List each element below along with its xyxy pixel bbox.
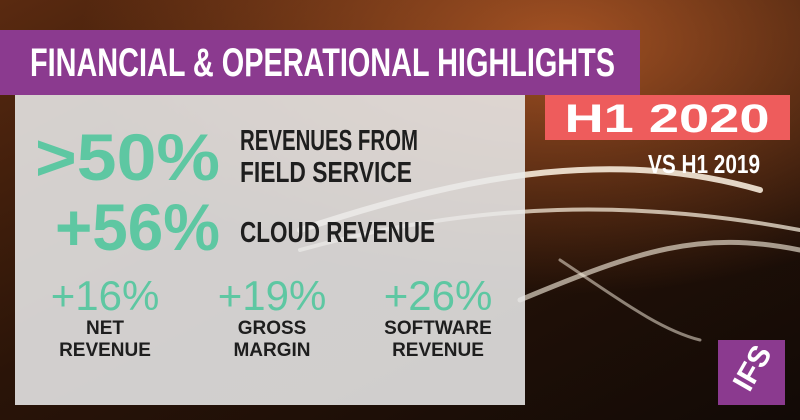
- metric-label: MARGIN: [233, 340, 310, 361]
- period-badge-text: H1 2020: [565, 97, 770, 141]
- metric-label: GROSS: [238, 318, 307, 339]
- metric-value: +19%: [218, 272, 327, 319]
- logo-box: [718, 340, 785, 405]
- metric-value: +16%: [51, 272, 160, 319]
- comparison: VS H1 2019: [648, 149, 760, 179]
- metric-label: REVENUE: [59, 340, 151, 361]
- metric-label: SOFTWARE: [384, 318, 492, 339]
- content-panel: [15, 95, 525, 405]
- highlight-label: FIELD SERVICE: [240, 157, 412, 189]
- metric-value: +26%: [384, 272, 493, 319]
- title-bar: [0, 30, 640, 95]
- metric-label: NET: [86, 318, 124, 339]
- highlight-label: REVENUES FROM: [240, 125, 418, 157]
- highlight-value: >50%: [35, 120, 220, 194]
- title: FINANCIAL & OPERATIONAL HIGHLIGHTS: [30, 41, 615, 85]
- highlight-value: +56%: [55, 190, 220, 264]
- highlight-label: CLOUD REVENUE: [240, 217, 435, 249]
- period-badge: [545, 95, 790, 140]
- metric-label: REVENUE: [392, 340, 484, 361]
